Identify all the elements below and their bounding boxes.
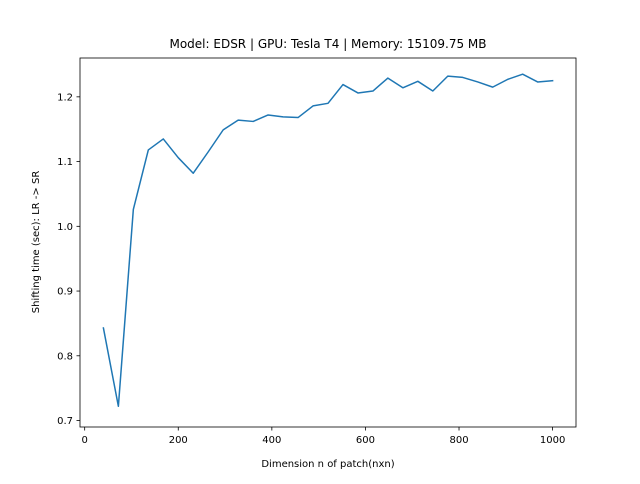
x-axis-label: Dimension n of patch(nxn) xyxy=(261,459,394,470)
y-tick-label: 1.2 xyxy=(57,92,73,103)
y-tick-label: 1.1 xyxy=(57,157,73,168)
x-tick-label: 200 xyxy=(169,435,188,446)
y-tick-label: 1.0 xyxy=(57,222,73,233)
y-tick-label: 0.7 xyxy=(57,416,73,427)
y-axis-label: Shifting time (sec): LR -> SR xyxy=(31,171,42,314)
x-tick-label: 1000 xyxy=(540,435,565,446)
x-tick-label: 400 xyxy=(262,435,281,446)
y-tick-label: 0.8 xyxy=(57,351,73,362)
chart-title: Model: EDSR | GPU: Tesla T4 | Memory: 15… xyxy=(169,37,486,51)
y-tick-label: 0.9 xyxy=(57,287,73,298)
x-tick-label: 800 xyxy=(449,435,468,446)
x-tick-label: 0 xyxy=(81,435,87,446)
x-tick-label: 600 xyxy=(356,435,375,446)
